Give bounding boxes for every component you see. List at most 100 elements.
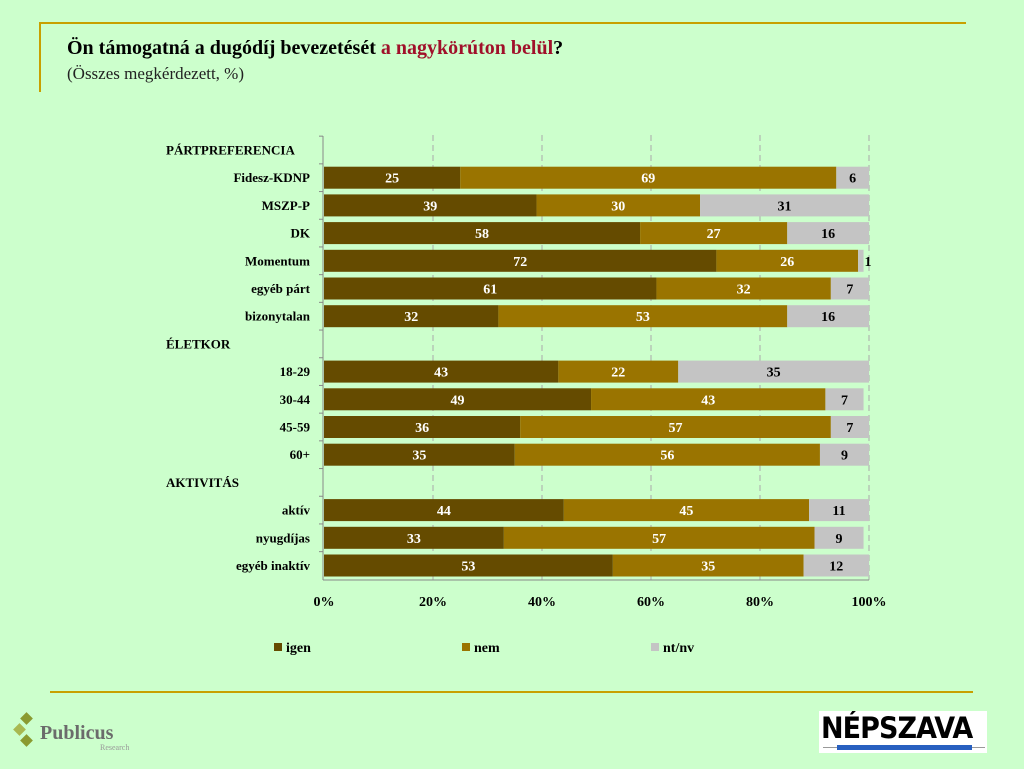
data-label: 35 [767, 366, 781, 381]
data-label: 35 [412, 449, 426, 464]
bottom-rule [50, 691, 973, 693]
data-label: 35 [701, 560, 715, 575]
bar-igen [324, 166, 461, 189]
data-label: 9 [841, 449, 848, 464]
bar-igen [324, 443, 515, 466]
legend-swatch [462, 643, 470, 651]
top-rule [40, 22, 966, 24]
bar-nt-nv [836, 166, 869, 189]
data-label: 6 [849, 172, 856, 187]
data-label: 58 [475, 227, 489, 242]
nepszava-wordmark: NÉPSZAVA [821, 711, 973, 745]
category-label: aktív [282, 503, 311, 518]
data-label: 69 [641, 172, 655, 187]
data-label: 30 [611, 199, 625, 214]
data-label: 11 [832, 504, 845, 519]
bar-nt-nv [830, 277, 869, 300]
data-label: 22 [611, 366, 625, 381]
data-label: 33 [407, 532, 421, 547]
group-header: AKTIVITÁS [166, 475, 239, 490]
bar-nem [612, 554, 804, 577]
bar-nt-nv [787, 305, 869, 328]
title-highlight: a nagykörúton belül [380, 37, 554, 59]
x-tick-label: 80% [746, 595, 774, 610]
bar-nt-nv [858, 249, 864, 272]
data-label: 36 [415, 421, 429, 436]
bar-igen [324, 277, 657, 300]
chart-subtitle: (Összes megkérdezett, %) [67, 64, 245, 83]
data-label: 12 [829, 560, 843, 575]
nepszava-logo: NÉPSZAVA [819, 711, 987, 753]
bar-nem [558, 360, 679, 383]
bar-nem [503, 526, 815, 549]
data-label: 32 [404, 310, 418, 325]
bar-igen [324, 360, 559, 383]
data-label: 49 [451, 393, 465, 408]
data-label: 16 [821, 227, 835, 242]
bar-nem [716, 249, 859, 272]
data-label: 57 [652, 532, 666, 547]
data-label: 26 [780, 255, 794, 270]
data-label: 53 [461, 560, 475, 575]
title-main: Ön támogatná a dugódíj bevezetését [67, 37, 381, 59]
data-label: 44 [437, 504, 451, 519]
bar-nt-nv [814, 526, 864, 549]
legend-label: nem [474, 641, 500, 656]
data-label: 39 [423, 199, 437, 214]
category-label: Momentum [245, 253, 310, 268]
bar-igen [324, 526, 504, 549]
data-label: 45 [679, 504, 693, 519]
data-label: 72 [513, 255, 527, 270]
data-label: 32 [737, 283, 751, 298]
bar-nt-nv [830, 416, 869, 438]
data-label: 16 [821, 310, 835, 325]
bar-nem [591, 388, 826, 411]
bar-nt-nv [700, 194, 869, 217]
data-label: 56 [660, 449, 674, 464]
publicus-logo: Publicus Research [13, 712, 129, 752]
legend-swatch [274, 643, 282, 651]
bar-igen [324, 416, 521, 438]
category-label: egyéb párt [251, 281, 311, 296]
bar-nem [520, 416, 831, 438]
data-label: 7 [841, 393, 848, 408]
bar-nt-nv [819, 443, 869, 466]
data-label: 61 [483, 283, 497, 298]
x-tick-label: 20% [419, 595, 447, 610]
legend-swatch [651, 643, 659, 651]
svg-text:Research: Research [100, 743, 129, 752]
category-label: 18-29 [280, 364, 311, 379]
data-label: 25 [385, 172, 399, 187]
chart-title: Ön támogatná a dugódíj bevezetését a nag… [67, 37, 563, 60]
category-label: DK [291, 226, 311, 241]
category-label: 30-44 [280, 392, 311, 407]
bar-nem [563, 499, 810, 522]
svg-text:Publicus: Publicus [40, 722, 114, 744]
bar-igen [324, 554, 613, 577]
bar-nem [640, 222, 788, 245]
x-tick-label: 60% [637, 595, 665, 610]
bar-nt-nv [787, 222, 869, 245]
bar-igen [324, 305, 499, 328]
bar-igen [324, 388, 592, 411]
data-label: 9 [836, 532, 843, 547]
data-label: 43 [434, 366, 448, 381]
data-label: 57 [669, 421, 683, 436]
data-label: 43 [701, 393, 715, 408]
category-label: bizonytalan [245, 309, 311, 324]
category-label: 45-59 [280, 420, 311, 435]
bar-igen [324, 499, 564, 522]
category-label: nyugdíjas [256, 530, 310, 545]
bar-igen [324, 194, 537, 217]
data-label: 1 [865, 255, 872, 270]
category-label: Fidesz-KDNP [233, 170, 310, 185]
category-label: egyéb inaktív [236, 558, 311, 573]
bar-nem [514, 443, 820, 466]
bar-nem [656, 277, 831, 300]
left-rule [39, 22, 41, 92]
legend-label: igen [286, 641, 311, 656]
bar-nt-nv [825, 388, 864, 411]
x-tick-label: 100% [852, 595, 887, 610]
bar-nt-nv [803, 554, 869, 577]
